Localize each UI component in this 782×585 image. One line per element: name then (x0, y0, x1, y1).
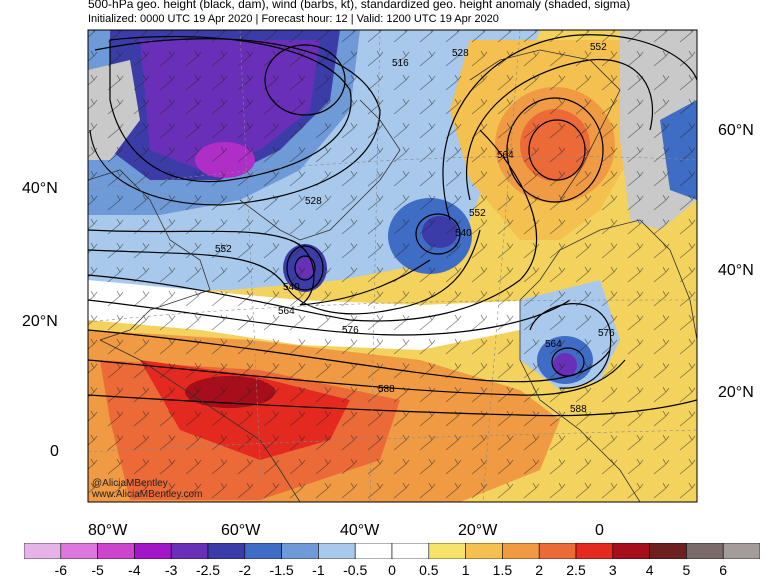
colorbar-tick-label: -2 (238, 562, 252, 578)
colorbar-swatch (170, 543, 209, 559)
lat-label: 0 (50, 443, 59, 460)
contour-label: 540 (283, 282, 300, 293)
contour-label: 588 (570, 404, 587, 415)
colorbar-tick-label: -3 (164, 562, 178, 578)
contour-label: 540 (455, 228, 472, 239)
colorbar-tick-label: -1.5 (269, 562, 294, 578)
lon-label: 40°W (340, 522, 380, 539)
anomaly-shading (88, 30, 697, 502)
colorbar-swatch (502, 543, 540, 559)
contour-label: 564 (278, 306, 295, 317)
colorbar-swatch (465, 543, 503, 559)
contour-label: 576 (342, 325, 359, 336)
colorbar-swatch (428, 543, 466, 559)
colorbar-tick-label: 1.5 (492, 562, 513, 578)
colorbar-tick-label: -5 (91, 562, 104, 578)
colorbar-tick-label: 3 (608, 562, 617, 578)
colorbar-swatch (318, 543, 356, 559)
colorbar-tick-label: -0.5 (343, 562, 368, 578)
credit-website: www.AliciaMBentley.com (92, 489, 203, 500)
colorbar-swatch (244, 543, 282, 559)
lat-label: 20°N (22, 313, 58, 330)
graticule (88, 30, 697, 502)
colorbar-swatch (538, 543, 577, 559)
colorbar-swatch (649, 543, 687, 559)
colorbar-swatch (686, 543, 724, 559)
lon-label: 20°W (458, 522, 498, 539)
colorbar-swatch (281, 543, 319, 559)
colorbar-tick-label: 0.5 (419, 562, 439, 578)
colorbar-tick-label: 5 (682, 562, 691, 578)
height-contours (88, 34, 697, 417)
contour-label: 552 (469, 208, 486, 219)
lat-label: 40°N (718, 262, 754, 279)
colorbar-swatch (391, 543, 430, 559)
colorbar-swatch (207, 543, 246, 559)
lon-label: 60°W (221, 522, 261, 539)
colorbar-swatch (60, 543, 98, 559)
map-frame (87, 29, 698, 503)
contour-label: 528 (305, 196, 322, 207)
chart-title: 500-hPa geo. height (black, dam), wind (… (88, 0, 631, 11)
weather-map: 516 528 552 564 528 552 540 552 540 564 … (87, 29, 698, 503)
coastlines (88, 49, 697, 502)
colorbar-tick-label: -6 (54, 562, 68, 578)
colorbar-tick-label: -1 (312, 562, 325, 578)
lon-label: 0 (595, 522, 604, 539)
contour-label: 516 (392, 58, 409, 69)
contour-label: 588 (378, 384, 395, 395)
lon-label: 80°W (88, 522, 128, 539)
colorbar-swatch (24, 543, 62, 559)
colorbar-tick-label: -2.5 (195, 562, 221, 578)
colorbar-swatch (354, 543, 393, 559)
colorbar-tick-label: 0 (388, 562, 396, 578)
colorbar-tick-label: 6 (719, 562, 728, 578)
colorbar-tick-label: -4 (128, 562, 141, 578)
contour-label: 576 (598, 328, 615, 339)
colorbar-swatch (575, 543, 614, 559)
colorbar-swatch (722, 543, 760, 559)
credit-handle: @AliciaMBentley (92, 478, 168, 489)
contour-label: 552 (215, 244, 232, 255)
colorbar-tick-label: 2.5 (566, 562, 586, 578)
colorbar-swatch (97, 543, 135, 559)
chart-subtitle: Initialized: 0000 UTC 19 Apr 2020 | Fore… (88, 13, 499, 25)
lat-label: 40°N (22, 180, 58, 197)
lat-label: 60°N (718, 122, 754, 139)
colorbar-tick-label: 4 (645, 562, 654, 578)
contour-label: 564 (545, 339, 562, 350)
colorbar (24, 543, 760, 559)
contour-label: 564 (497, 150, 514, 161)
lat-label: 20°N (718, 384, 754, 401)
colorbar-tick-label: 1 (461, 562, 470, 578)
contour-label-group: 516 528 552 564 528 552 540 552 540 564 … (215, 42, 615, 415)
colorbar-swatch (134, 543, 172, 559)
colorbar-tick-label: 2 (535, 562, 544, 578)
contour-label: 552 (590, 42, 607, 53)
contour-label: 528 (452, 48, 469, 59)
colorbar-swatch (612, 543, 650, 559)
